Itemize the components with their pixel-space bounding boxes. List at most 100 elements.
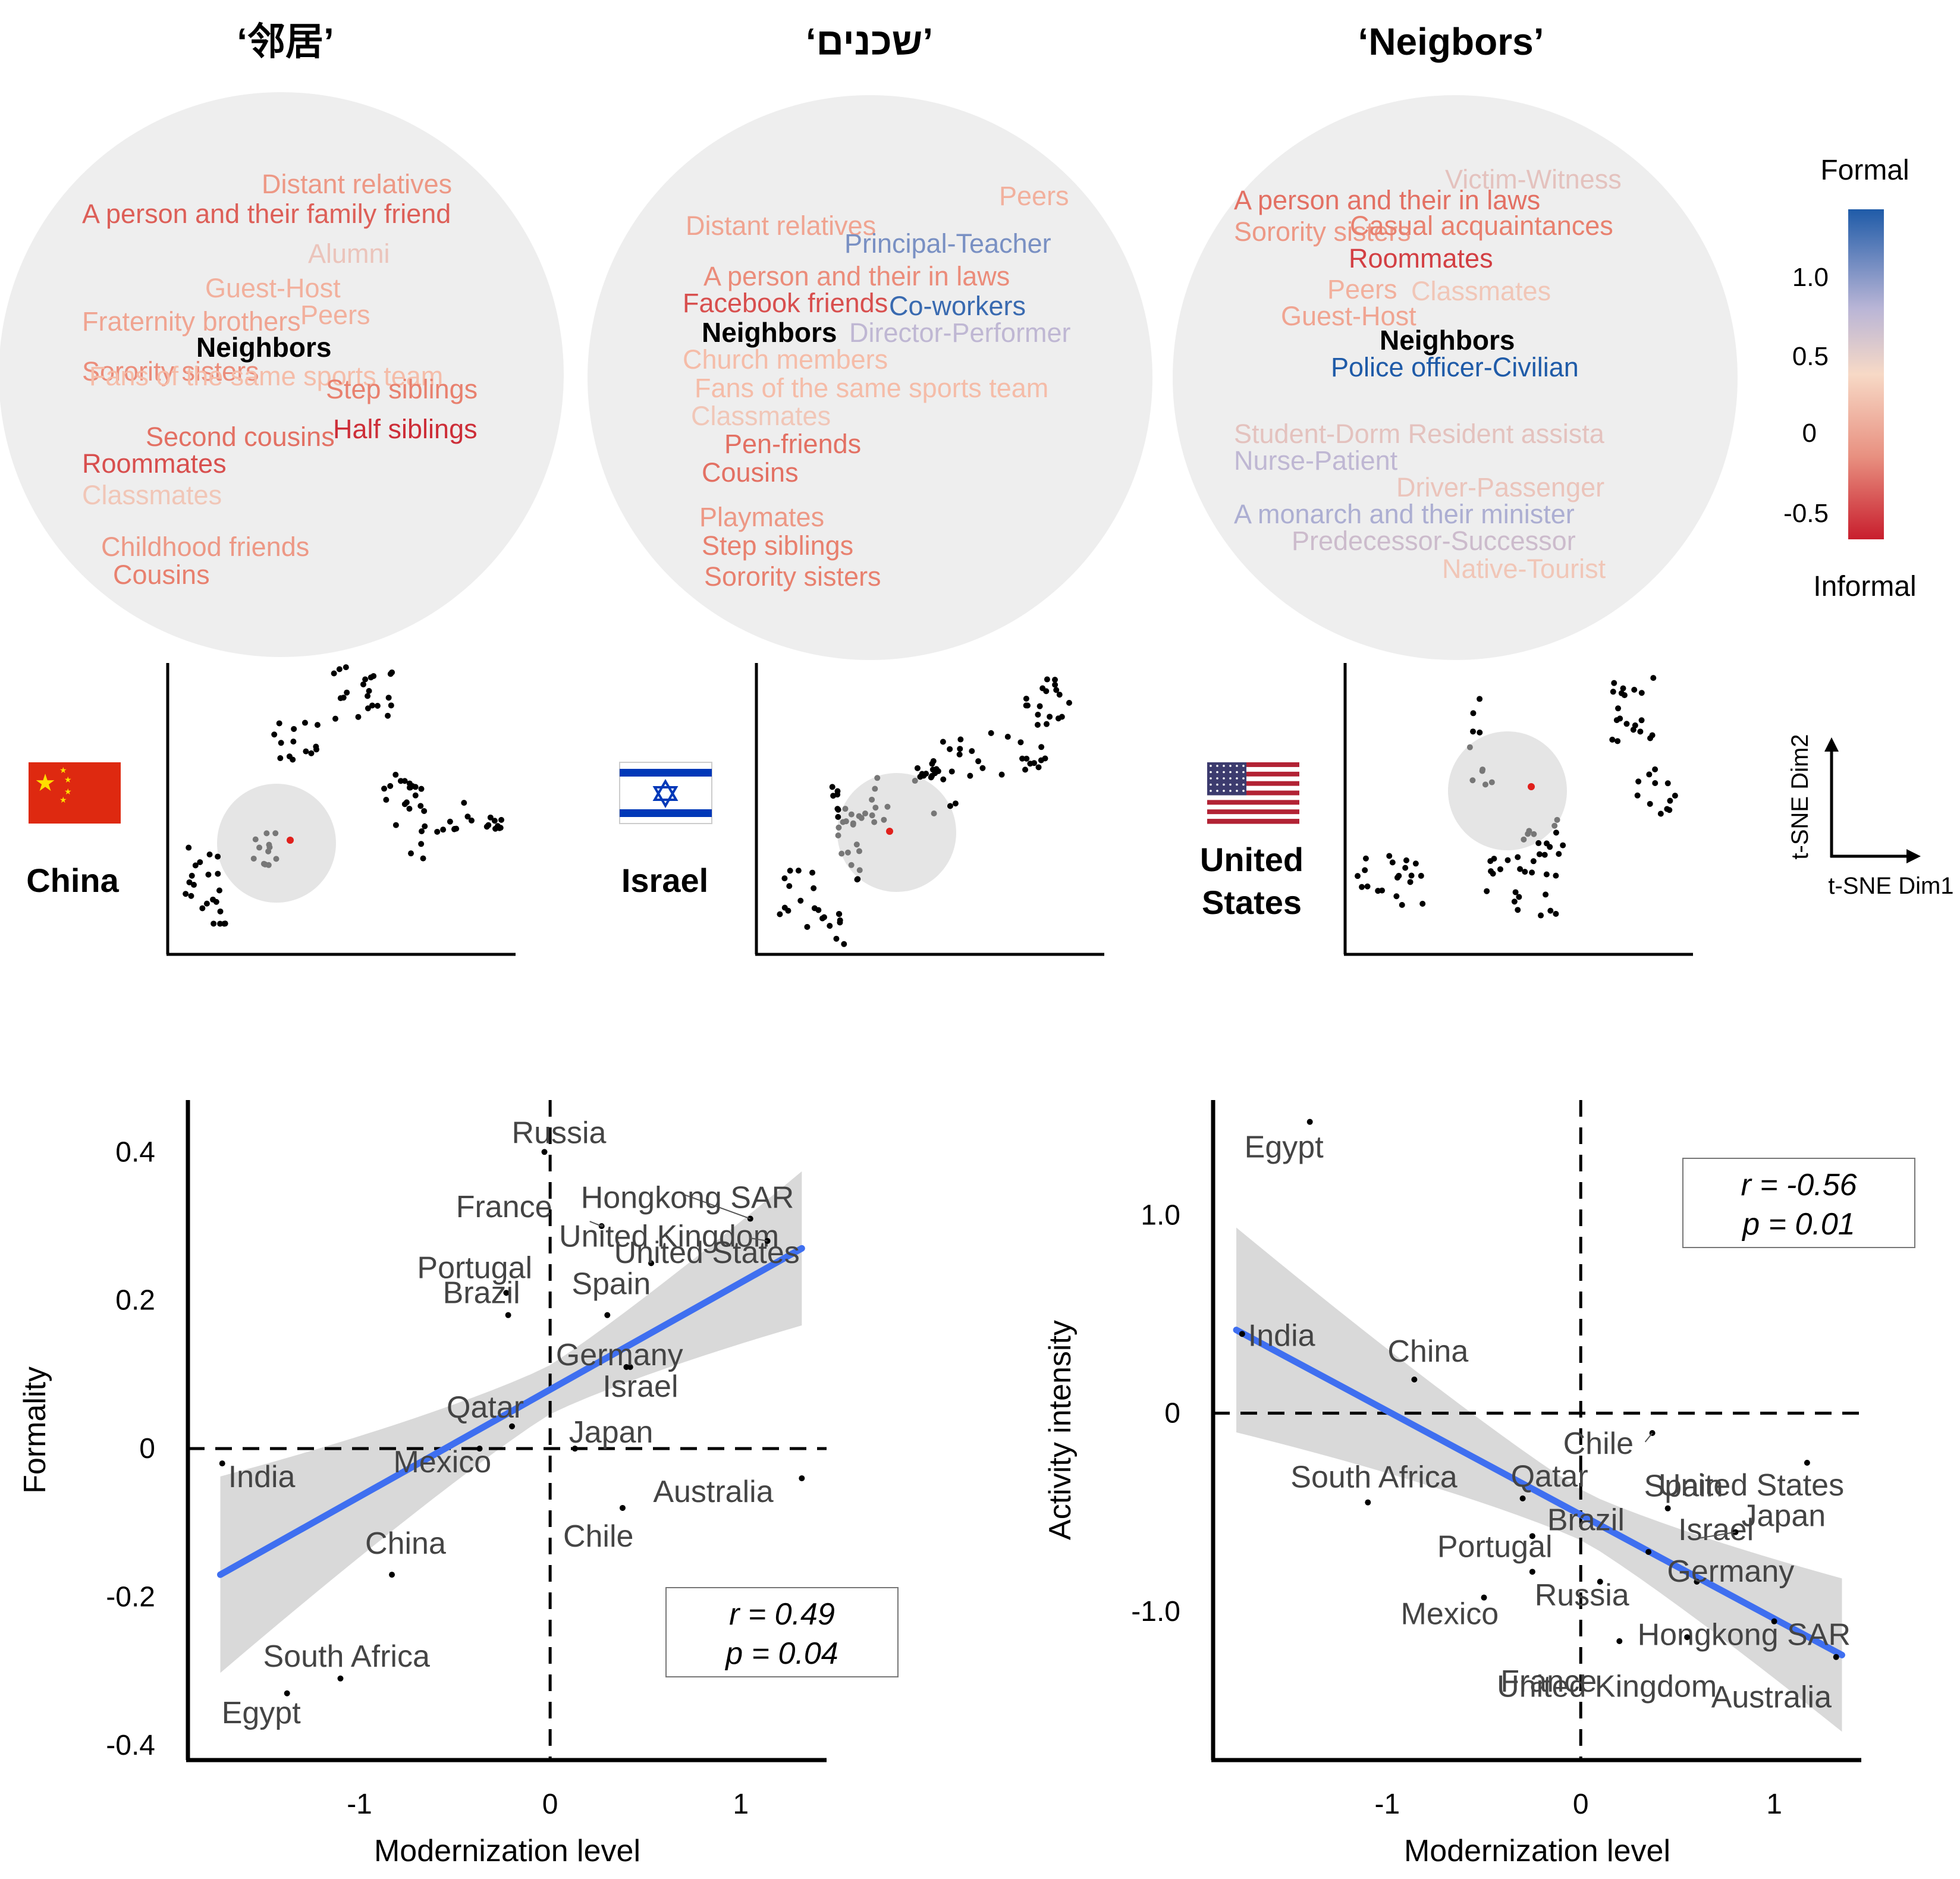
tsne-point (301, 719, 308, 726)
tsne-panel-china (166, 663, 516, 956)
data-point (1306, 1118, 1313, 1125)
tsne-point (871, 819, 878, 825)
tsne-point (940, 739, 946, 745)
tsne-point (952, 800, 959, 807)
tsne-point (360, 681, 366, 687)
point-label: Hongkong SAR (1638, 1618, 1851, 1652)
tsne-point (1386, 853, 1393, 859)
tsne-point (265, 848, 272, 854)
tsne-point (365, 693, 371, 699)
tsne-point (1396, 872, 1402, 879)
data-point (619, 1504, 626, 1511)
point-label: Hongkong SAR (581, 1181, 794, 1215)
cloud-word: Sorority sisters (82, 356, 259, 387)
svg-text:★: ★ (34, 770, 56, 796)
data-point (648, 1260, 655, 1267)
point-label: Germany (1667, 1554, 1794, 1589)
tsne-point (1615, 705, 1622, 712)
cloud-word: Principal-Teacher (844, 228, 1051, 259)
tsne-point (343, 664, 349, 671)
colorbar: Formal 1.0 0.5 0 -0.5 Informal (1783, 155, 1917, 602)
point-label: Australia (1711, 1680, 1832, 1715)
tsne-point (337, 695, 344, 702)
tsne-point (186, 879, 193, 885)
data-point (541, 1149, 548, 1155)
tsne-point (385, 695, 392, 701)
tsne-point (836, 911, 843, 917)
tsne-point (192, 862, 199, 869)
tsne-point (1512, 889, 1519, 895)
data-point (1694, 1579, 1700, 1585)
data-point (1529, 1569, 1535, 1575)
data-point (1411, 1377, 1418, 1382)
data-point (476, 1446, 483, 1452)
tsne-point (389, 669, 395, 675)
x-tick-label: 0 (542, 1789, 558, 1820)
tsne-point (835, 832, 841, 838)
tsne-point (869, 812, 875, 819)
tsne-point (1652, 766, 1659, 772)
tsne-point (1611, 680, 1617, 686)
tsne-point (1470, 728, 1477, 735)
tsne-point (260, 860, 267, 867)
tsne-point (1035, 764, 1042, 771)
tsne-point (1034, 722, 1041, 728)
tsne-point (1538, 912, 1544, 919)
tsne-point (848, 862, 855, 868)
tsne-point (842, 806, 849, 812)
tsne-point (843, 818, 849, 825)
tsne-point (975, 758, 982, 765)
tsne-point (1419, 900, 1426, 907)
tsne-point (1541, 851, 1548, 858)
tsne-point (1535, 840, 1542, 846)
tsne-point (1504, 857, 1511, 863)
tsne-point (1531, 831, 1537, 837)
x-axis-label: Modernization level (1404, 1834, 1670, 1868)
usa-flag-icon (1207, 762, 1299, 824)
cloud-word: Fans of the same sports team (89, 361, 443, 391)
y-tick-label: -0.2 (106, 1582, 155, 1613)
cloud-word: Student-Dorm Resident assista (1234, 419, 1605, 449)
tsne-point (272, 830, 279, 837)
colorbar-tick: 0.5 (1792, 342, 1829, 371)
cloud-circle (0, 92, 564, 657)
cloud-word: Distant relatives (686, 210, 876, 241)
data-point (337, 1675, 344, 1682)
tsne-point (1364, 883, 1371, 890)
cloud-circle (1173, 95, 1738, 660)
cloud-word: Guest-Host (205, 273, 341, 303)
tsne-point (1560, 842, 1566, 849)
tsne-point (447, 818, 453, 825)
tsne-point (1393, 893, 1400, 900)
tsne-point (276, 720, 282, 727)
tsne-point (417, 803, 424, 809)
tsne-point (1516, 894, 1522, 900)
data-point (1684, 1634, 1691, 1641)
tsne-point (777, 911, 783, 917)
tsne-point (336, 666, 343, 673)
tsne-point (199, 905, 206, 912)
tsne-point (421, 807, 428, 814)
tsne-point (1637, 728, 1644, 735)
tsne-point (1638, 690, 1645, 696)
tsne-point (210, 896, 216, 903)
tsne-point (933, 766, 940, 772)
data-point (1481, 1594, 1487, 1601)
tsne-point (197, 859, 203, 865)
tsne-point (1553, 910, 1559, 917)
stat-r: r = -0.56 (1741, 1168, 1857, 1202)
tsne-point (497, 825, 504, 831)
data-point (1664, 1505, 1671, 1512)
tsne-point (830, 793, 837, 799)
data-point (799, 1475, 805, 1482)
y-tick-label: 0.4 (115, 1136, 155, 1168)
point-label: India (228, 1460, 296, 1494)
tsne-point (1623, 721, 1630, 727)
tsne-point (461, 800, 467, 806)
cloud-word: Fraternity brothers (82, 306, 301, 337)
cloud-center-word: Neighbors (196, 332, 331, 363)
tsne-point (947, 746, 953, 752)
tsne-point (884, 803, 891, 810)
point-label: Japan (569, 1415, 654, 1450)
tsne-point (397, 778, 404, 784)
